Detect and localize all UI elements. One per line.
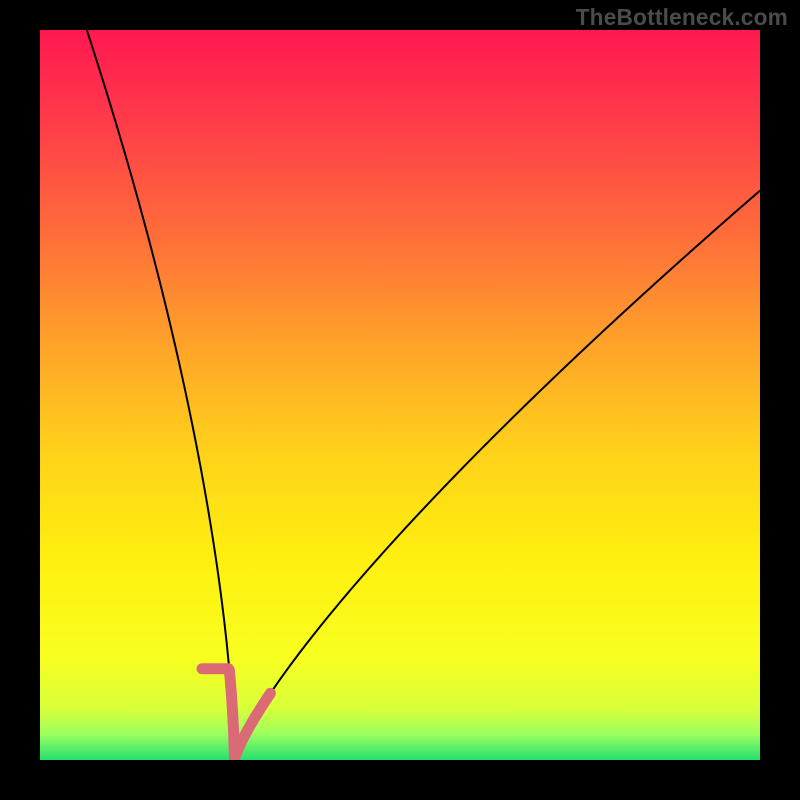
watermark-text: TheBottleneck.com [576,4,788,31]
plot-background-gradient [40,30,760,760]
figure-root: TheBottleneck.com [0,0,800,800]
bottleneck-chart [40,30,760,760]
